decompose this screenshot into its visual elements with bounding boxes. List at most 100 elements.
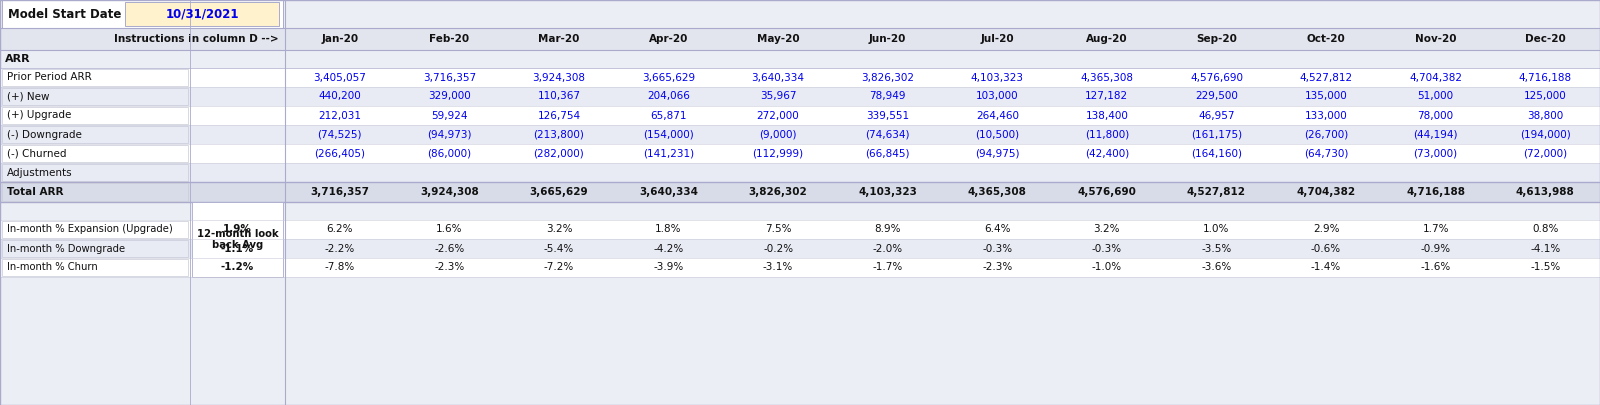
Text: (74,525): (74,525) [317, 130, 362, 139]
Text: 4,527,812: 4,527,812 [1299, 72, 1352, 83]
Text: 135,000: 135,000 [1304, 92, 1347, 102]
Text: 4,704,382: 4,704,382 [1410, 72, 1462, 83]
Bar [2, 183, 189, 201]
Text: (154,000): (154,000) [643, 130, 694, 139]
Text: -0.9%: -0.9% [1421, 243, 1451, 254]
Text: -2.2%: -2.2% [325, 243, 355, 254]
Text: 4,527,812: 4,527,812 [1187, 187, 1246, 197]
Text: Model Start Date: Model Start Date [8, 8, 122, 21]
Text: Aug-20: Aug-20 [1086, 34, 1128, 44]
Text: Sep-20: Sep-20 [1197, 34, 1237, 44]
Bar [0, 239, 1600, 258]
Bar [2, 164, 189, 181]
Text: 3,405,057: 3,405,057 [314, 72, 366, 83]
Text: Prior Period ARR: Prior Period ARR [6, 72, 91, 83]
Text: 3,716,357: 3,716,357 [422, 72, 475, 83]
Text: In-month % Downgrade: In-month % Downgrade [6, 243, 125, 254]
Text: Apr-20: Apr-20 [650, 34, 688, 44]
Text: 272,000: 272,000 [757, 111, 800, 121]
Text: (11,800): (11,800) [1085, 130, 1130, 139]
Text: 133,000: 133,000 [1304, 111, 1347, 121]
Text: (44,194): (44,194) [1413, 130, 1458, 139]
Text: 3,640,334: 3,640,334 [752, 72, 805, 83]
Bar [2, 69, 189, 86]
Text: 212,031: 212,031 [318, 111, 362, 121]
Text: 3,665,629: 3,665,629 [530, 187, 589, 197]
Text: (64,730): (64,730) [1304, 149, 1349, 158]
Text: 8.9%: 8.9% [875, 224, 901, 234]
Text: -1.4%: -1.4% [1310, 262, 1341, 273]
Text: 46,957: 46,957 [1198, 111, 1235, 121]
Text: Instructions in column D -->: Instructions in column D --> [114, 34, 278, 44]
Text: 138,400: 138,400 [1085, 111, 1128, 121]
Text: 1.7%: 1.7% [1422, 224, 1450, 234]
Text: -2.6%: -2.6% [434, 243, 464, 254]
Text: Jun-20: Jun-20 [869, 34, 906, 44]
Text: -2.0%: -2.0% [872, 243, 902, 254]
Text: Jan-20: Jan-20 [322, 34, 358, 44]
Bar [0, 87, 1600, 106]
Text: 3.2%: 3.2% [546, 224, 573, 234]
Text: 3,826,302: 3,826,302 [861, 72, 914, 83]
Text: Feb-20: Feb-20 [429, 34, 469, 44]
Bar [0, 258, 1600, 277]
Text: 4,576,690: 4,576,690 [1077, 187, 1136, 197]
Text: (9,000): (9,000) [760, 130, 797, 139]
Text: 78,000: 78,000 [1418, 111, 1454, 121]
Bar [0, 68, 1600, 87]
Bar [0, 144, 1600, 163]
Text: -1.2%: -1.2% [221, 262, 254, 273]
Bar [0, 163, 1600, 182]
Text: 1.9%: 1.9% [222, 224, 251, 234]
Text: Nov-20: Nov-20 [1414, 34, 1456, 44]
Text: 126,754: 126,754 [538, 111, 581, 121]
Bar [0, 50, 1600, 68]
Text: (194,000): (194,000) [1520, 130, 1571, 139]
Text: -4.1%: -4.1% [1530, 243, 1560, 254]
Text: -7.2%: -7.2% [544, 262, 574, 273]
Bar [2, 0, 283, 28]
Text: 1.6%: 1.6% [437, 224, 462, 234]
Text: May-20: May-20 [757, 34, 800, 44]
Text: 110,367: 110,367 [538, 92, 581, 102]
Text: (66,845): (66,845) [866, 149, 910, 158]
Text: (94,975): (94,975) [974, 149, 1019, 158]
Bar [0, 28, 1600, 50]
Text: 3,924,308: 3,924,308 [533, 72, 586, 83]
Text: (282,000): (282,000) [533, 149, 584, 158]
Text: (164,160): (164,160) [1190, 149, 1242, 158]
Bar [2, 88, 189, 105]
Bar [2, 126, 189, 143]
Text: (-) Downgrade: (-) Downgrade [6, 130, 82, 139]
Text: -2.3%: -2.3% [434, 262, 464, 273]
Text: 4,613,988: 4,613,988 [1515, 187, 1574, 197]
Text: 10/31/2021: 10/31/2021 [165, 8, 238, 21]
Text: (-) Churned: (-) Churned [6, 149, 67, 158]
Text: In-month % Expansion (Upgrade): In-month % Expansion (Upgrade) [6, 224, 173, 234]
Text: 127,182: 127,182 [1085, 92, 1128, 102]
Text: 329,000: 329,000 [429, 92, 470, 102]
Text: 339,551: 339,551 [866, 111, 909, 121]
Text: 1.0%: 1.0% [1203, 224, 1230, 234]
Text: -7.8%: -7.8% [325, 262, 355, 273]
Text: -1.0%: -1.0% [1091, 262, 1122, 273]
Text: -5.4%: -5.4% [544, 243, 574, 254]
Text: -3.1%: -3.1% [763, 262, 794, 273]
Text: (73,000): (73,000) [1413, 149, 1458, 158]
Text: -1.7%: -1.7% [872, 262, 902, 273]
Text: 4,103,323: 4,103,323 [971, 72, 1024, 83]
Text: 440,200: 440,200 [318, 92, 362, 102]
Text: 229,500: 229,500 [1195, 92, 1238, 102]
Text: Oct-20: Oct-20 [1307, 34, 1346, 44]
Text: 4,716,188: 4,716,188 [1518, 72, 1571, 83]
Text: 6.2%: 6.2% [326, 224, 354, 234]
Text: 103,000: 103,000 [976, 92, 1019, 102]
Text: 3,640,334: 3,640,334 [638, 187, 698, 197]
Text: (161,175): (161,175) [1190, 130, 1242, 139]
Text: 4,365,308: 4,365,308 [1080, 72, 1133, 83]
Text: 35,967: 35,967 [760, 92, 797, 102]
Text: 125,000: 125,000 [1523, 92, 1566, 102]
Text: (10,500): (10,500) [976, 130, 1019, 139]
Text: (141,231): (141,231) [643, 149, 694, 158]
Text: 3,665,629: 3,665,629 [642, 72, 694, 83]
